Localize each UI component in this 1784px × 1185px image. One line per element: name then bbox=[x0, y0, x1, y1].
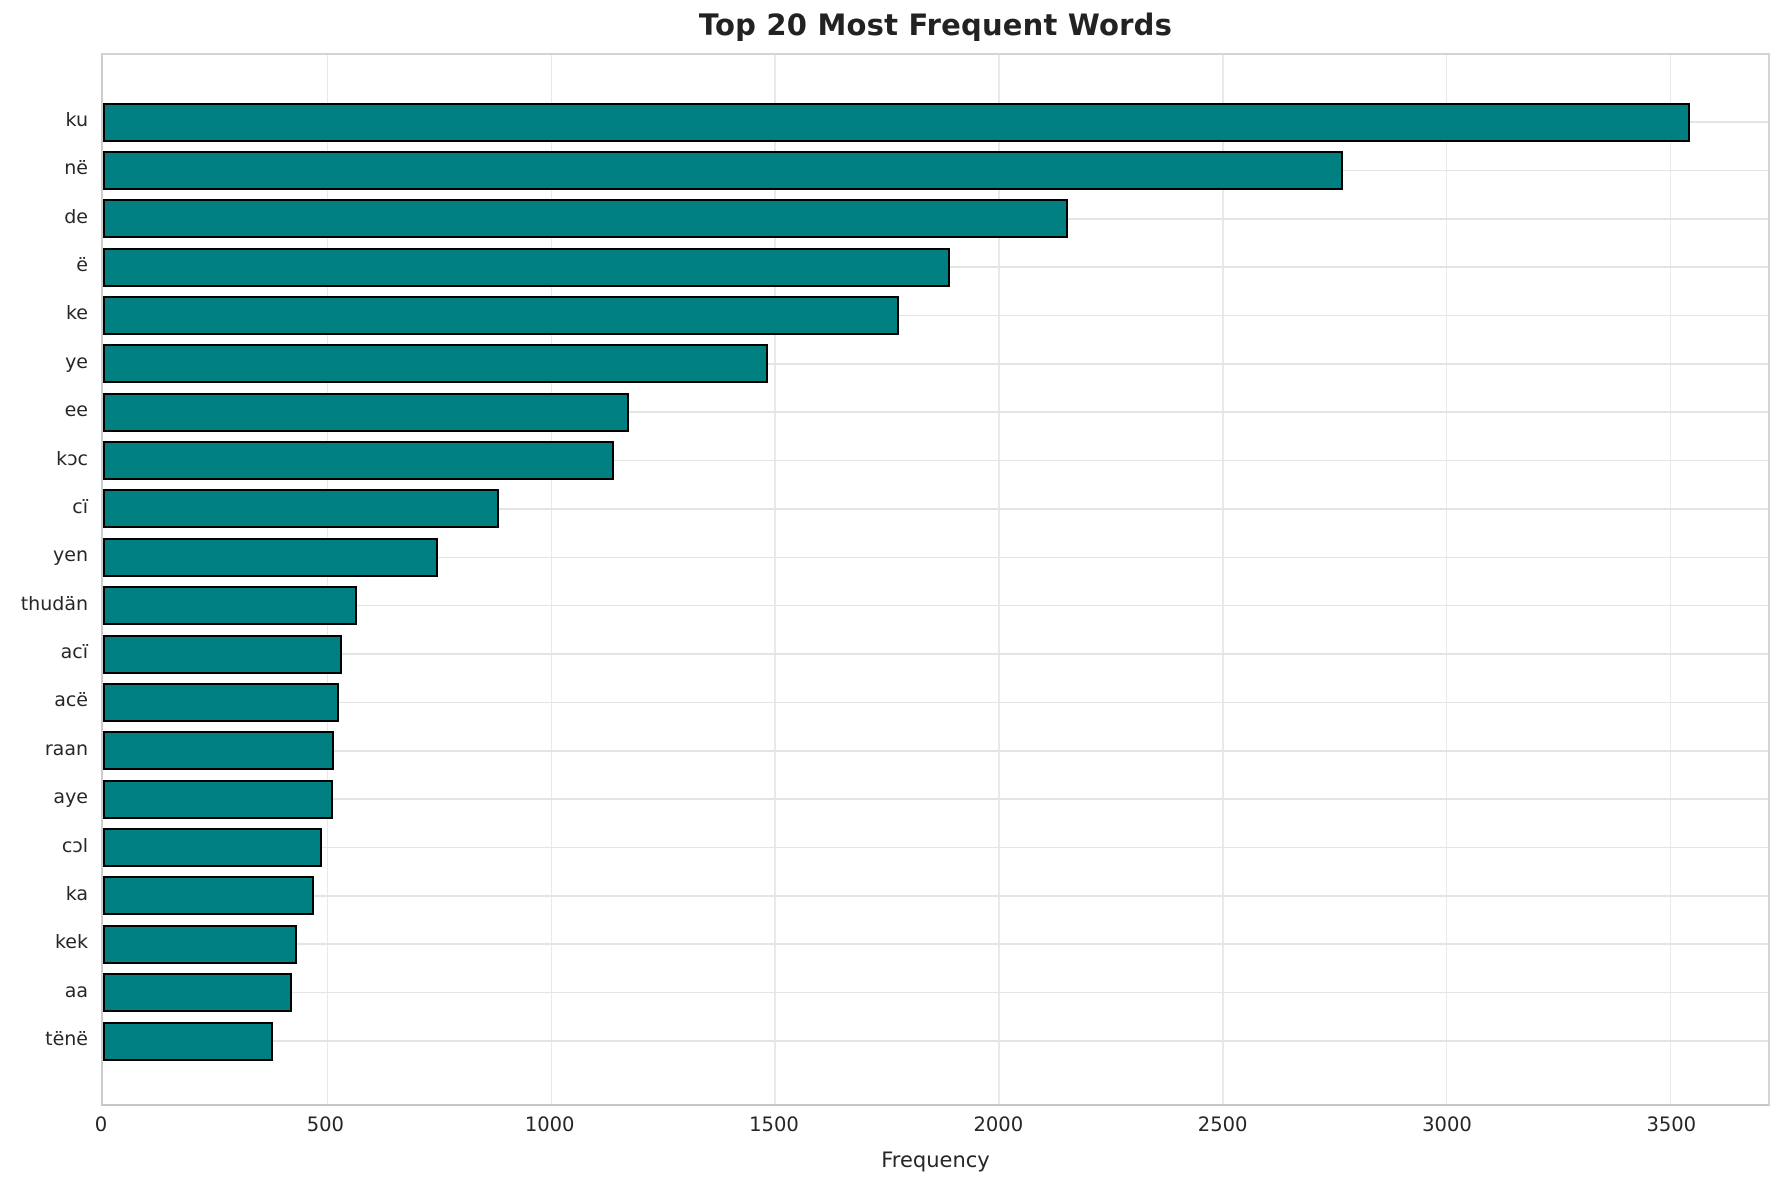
y-tick-label: cɔl bbox=[61, 834, 88, 857]
bar-ka bbox=[103, 876, 314, 916]
horizontal-gridline bbox=[103, 604, 1768, 607]
vertical-gridline bbox=[326, 55, 329, 1104]
bar-acï bbox=[103, 634, 343, 674]
x-tick-label: 3500 bbox=[1646, 1113, 1697, 1136]
bar-yen bbox=[103, 537, 438, 577]
horizontal-gridline bbox=[103, 653, 1768, 655]
bar-cɔl bbox=[103, 828, 322, 868]
vertical-gridline bbox=[1221, 55, 1224, 1104]
vertical-gridline bbox=[774, 55, 776, 1104]
y-tick-label: ke bbox=[65, 302, 88, 325]
bar-ë bbox=[103, 247, 951, 287]
y-tick-label: yen bbox=[53, 544, 88, 567]
bar-ye bbox=[103, 344, 769, 384]
y-tick-label: thudän bbox=[20, 592, 88, 615]
horizontal-gridline bbox=[103, 895, 1768, 897]
horizontal-gridline bbox=[103, 314, 1768, 317]
horizontal-gridline bbox=[103, 1040, 1768, 1042]
horizontal-gridline bbox=[103, 411, 1768, 413]
y-tick-label: acï bbox=[60, 641, 88, 664]
y-tick-label: aye bbox=[53, 786, 88, 809]
horizontal-gridline bbox=[103, 363, 1768, 365]
y-tick-label: raan bbox=[44, 737, 88, 760]
horizontal-gridline bbox=[103, 556, 1768, 559]
x-tick-label: 500 bbox=[306, 1113, 344, 1136]
vertical-gridline bbox=[1445, 55, 1448, 1104]
y-tick-label: në bbox=[64, 157, 88, 180]
y-tick-label: aa bbox=[64, 979, 88, 1002]
bar-acë bbox=[103, 682, 340, 722]
y-tick-label: de bbox=[64, 205, 88, 228]
y-tick-label: ë bbox=[76, 254, 88, 277]
bar-ke bbox=[103, 295, 899, 335]
horizontal-gridline bbox=[103, 943, 1768, 946]
horizontal-gridline bbox=[103, 991, 1768, 994]
y-tick-label: cï bbox=[72, 495, 88, 518]
vertical-gridline bbox=[1669, 55, 1672, 1104]
y-tick-label: kek bbox=[54, 931, 88, 954]
chart-title: Top 20 Most Frequent Words bbox=[698, 8, 1173, 42]
x-tick-label: 1000 bbox=[524, 1113, 575, 1136]
bar-cï bbox=[103, 489, 500, 529]
y-tick-label: ka bbox=[65, 882, 88, 905]
bar-aa bbox=[103, 973, 293, 1013]
y-tick-label: ye bbox=[65, 350, 88, 373]
x-tick-label: 3000 bbox=[1422, 1113, 1472, 1136]
bar-tënë bbox=[103, 1021, 274, 1061]
vertical-gridline bbox=[550, 55, 553, 1104]
horizontal-gridline bbox=[103, 749, 1768, 752]
bar-thudän bbox=[103, 586, 358, 626]
horizontal-gridline bbox=[103, 798, 1768, 800]
bar-kɔc bbox=[103, 441, 614, 481]
bar-në bbox=[103, 150, 1343, 190]
x-tick-label: 2000 bbox=[973, 1113, 1024, 1136]
y-tick-label: ee bbox=[64, 399, 88, 422]
bar-ee bbox=[103, 392, 630, 432]
x-tick-label: 2500 bbox=[1197, 1113, 1248, 1136]
horizontal-gridline bbox=[103, 459, 1768, 462]
y-tick-label: acë bbox=[54, 689, 88, 712]
bar-de bbox=[103, 199, 1069, 239]
y-tick-label: tënë bbox=[45, 1028, 88, 1050]
plot-area bbox=[101, 53, 1770, 1106]
y-tick-label: ku bbox=[65, 109, 88, 131]
horizontal-gridline bbox=[103, 846, 1768, 849]
horizontal-gridline bbox=[103, 508, 1768, 510]
x-tick-label: 1500 bbox=[749, 1113, 799, 1136]
horizontal-gridline bbox=[103, 701, 1768, 704]
bar-aye bbox=[103, 779, 334, 819]
y-tick-label: kɔc bbox=[56, 447, 88, 470]
bar-raan bbox=[103, 731, 335, 771]
bar-kek bbox=[103, 924, 298, 964]
bar-ku bbox=[103, 102, 1690, 142]
x-tick-label: 0 bbox=[94, 1113, 108, 1136]
x-axis-title: Frequency bbox=[881, 1148, 990, 1172]
vertical-gridline bbox=[998, 55, 1000, 1104]
